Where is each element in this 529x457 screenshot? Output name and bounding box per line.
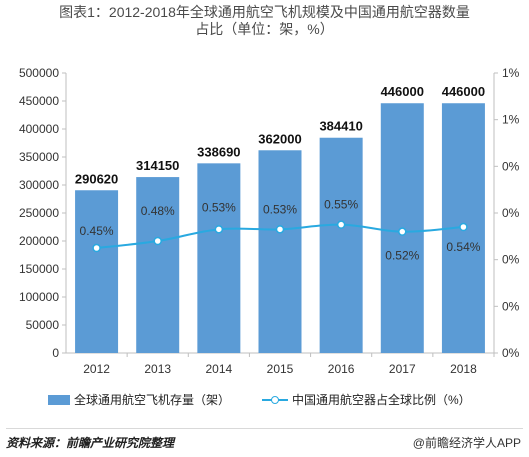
y-left-tick-label: 50000 xyxy=(26,318,60,332)
y-left-tick-label: 100000 xyxy=(19,290,59,304)
line-value-label: 0.53% xyxy=(263,202,297,216)
bar-value-label: 290620 xyxy=(75,171,118,186)
line-value-label: 0.53% xyxy=(202,200,236,214)
chart-title-line-2: 占比（单位：架，%） xyxy=(195,21,334,37)
bar-value-label: 362000 xyxy=(258,131,301,146)
line-value-label: 0.52% xyxy=(385,249,419,263)
y-left-tick-label: 400000 xyxy=(19,122,59,136)
line-value-label: 0.55% xyxy=(324,198,358,212)
chart-legend: 全球通用航空飞机存量（架） 中国通用航空器占全球比例（%） xyxy=(0,388,529,408)
y-left-tick-label: 350000 xyxy=(19,150,59,164)
y-right-tick-label: 0% xyxy=(502,159,520,173)
legend-item-line[interactable]: 中国通用航空器占全球比例（%） xyxy=(262,391,471,408)
line-point xyxy=(336,220,346,229)
bar-value-label: 446000 xyxy=(381,84,424,99)
y-left-tick-label: 150000 xyxy=(19,262,59,276)
bar-value-label: 446000 xyxy=(442,84,485,99)
bar xyxy=(258,150,302,353)
y-left-tick-label: 250000 xyxy=(19,206,59,220)
chart-title-line-1: 图表1：2012-2018年全球通用航空飞机规模及中国通用航空器数量 xyxy=(59,4,470,20)
y-left-tick-label: 300000 xyxy=(19,178,59,192)
line-point xyxy=(275,225,285,234)
line-point xyxy=(398,227,407,236)
y-right-tick-label: 0% xyxy=(502,253,520,267)
x-tick-label: 2013 xyxy=(144,362,171,376)
x-tick-label: 2015 xyxy=(267,362,294,376)
y-right-tick-label: 1% xyxy=(502,113,520,127)
y-left-tick-label: 200000 xyxy=(19,234,59,248)
bar-value-label: 314150 xyxy=(136,158,179,173)
bar xyxy=(197,163,241,353)
bar-value-label: 338690 xyxy=(197,144,240,159)
combo-chart: 0 50000 100000 150000 200000 250000 300000 3500… xyxy=(19,66,520,376)
line-value-label: 0.45% xyxy=(80,224,114,238)
y-right-tick-label: 0% xyxy=(502,206,520,220)
x-tick-label: 2014 xyxy=(206,362,233,376)
brand-watermark: @前瞻经济学人APP xyxy=(412,436,521,450)
y-right-tick-label: 1% xyxy=(502,66,520,80)
y-left-tick-label: 0 xyxy=(52,346,59,360)
legend-line-label: 中国通用航空器占全球比例（%） xyxy=(292,393,471,407)
line-point xyxy=(459,222,468,232)
y-right-tick-label: 0% xyxy=(502,299,520,313)
x-tick-label: 2012 xyxy=(83,362,110,376)
line-point xyxy=(153,236,162,246)
footer-divider xyxy=(6,428,523,429)
legend-line-swatch xyxy=(262,394,288,406)
bar xyxy=(75,190,119,353)
legend-bar-swatch xyxy=(48,394,70,405)
source-note: 资料来源：前瞻产业研究院整理 xyxy=(6,436,175,450)
x-tick-label: 2016 xyxy=(328,362,355,376)
chart-title: 图表1：2012-2018年全球通用航空飞机规模及中国通用航空器数量 占比（单位… xyxy=(0,4,529,38)
x-tick-label: 2018 xyxy=(450,362,477,376)
line-point xyxy=(92,243,101,253)
bar-value-label: 384410 xyxy=(319,119,362,134)
line-point xyxy=(214,225,224,234)
line-value-label: 0.54% xyxy=(446,240,480,254)
legend-item-bars[interactable]: 全球通用航空飞机存量（架） xyxy=(48,391,230,408)
y-left-tick-label: 450000 xyxy=(19,94,59,108)
x-tick-label: 2017 xyxy=(389,362,416,376)
y-left-tick-label: 500000 xyxy=(19,66,59,80)
y-right-tick-label: 0% xyxy=(502,346,520,360)
line-value-label: 0.48% xyxy=(141,204,175,218)
bar xyxy=(136,177,180,353)
bar xyxy=(319,137,363,353)
legend-bar-label: 全球通用航空飞机存量（架） xyxy=(74,393,231,407)
